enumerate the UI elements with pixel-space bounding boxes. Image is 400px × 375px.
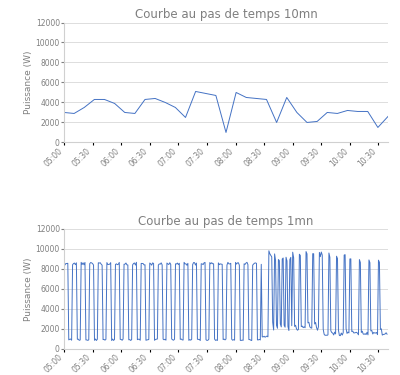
- Y-axis label: Puissance (W): Puissance (W): [24, 257, 33, 321]
- Y-axis label: Puissance (W): Puissance (W): [24, 51, 33, 114]
- Title: Courbe au pas de temps 10mn: Courbe au pas de temps 10mn: [135, 8, 317, 21]
- Title: Courbe au pas de temps 1mn: Courbe au pas de temps 1mn: [138, 214, 314, 228]
